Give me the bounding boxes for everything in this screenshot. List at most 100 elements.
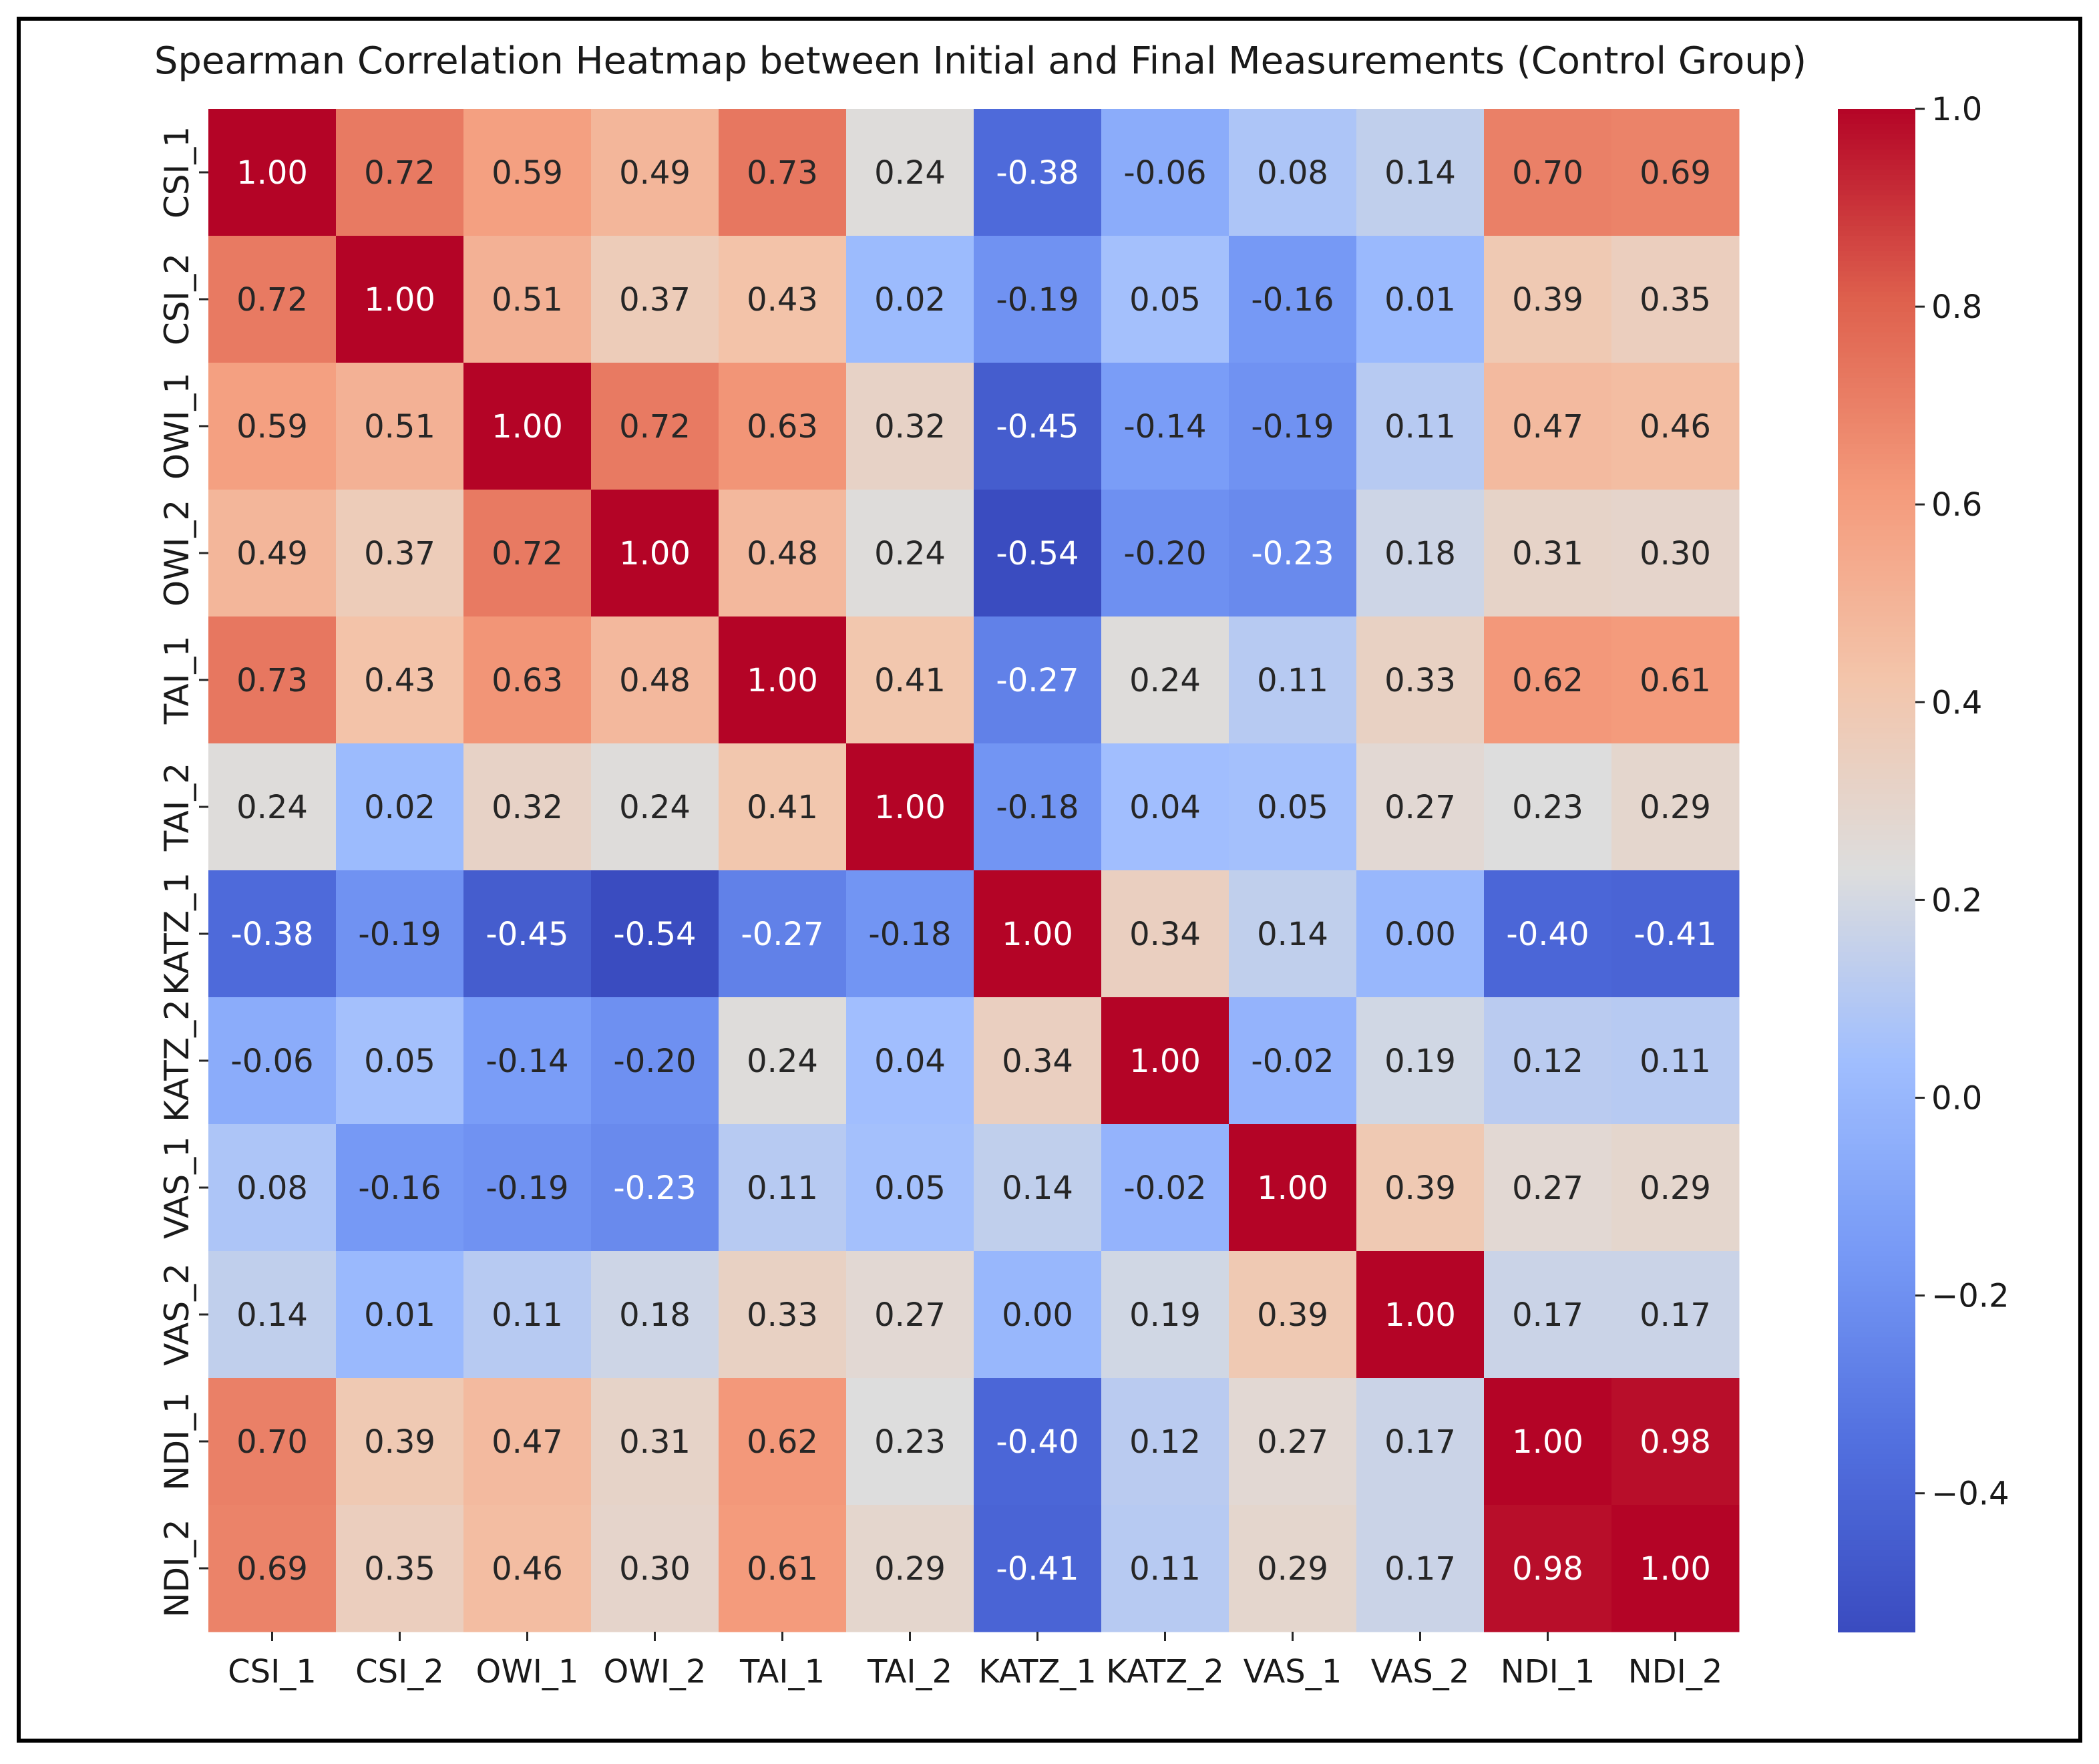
cell-value-label: 1.00 <box>747 662 818 699</box>
colorbar-segment <box>1838 1170 1915 1176</box>
colorbar-segment <box>1838 1601 1915 1607</box>
colorbar-segment <box>1838 606 1915 612</box>
cell-value-label: 0.48 <box>619 662 691 699</box>
heatmap-cell <box>336 1378 464 1506</box>
cell-value-label: 0.24 <box>619 789 691 826</box>
colorbar-segment <box>1838 428 1915 435</box>
colorbar-segment <box>1838 1103 1915 1110</box>
colorbar-segment <box>1838 1586 1915 1592</box>
heatmap-cell <box>1101 109 1229 236</box>
heatmap-cell <box>1356 490 1485 617</box>
heatmap-cell <box>463 1251 592 1379</box>
heatmap-cell <box>846 363 974 490</box>
cell-value-label: 1.00 <box>236 154 308 192</box>
chart-title: Spearman Correlation Heatmap between Ini… <box>154 39 1806 83</box>
colorbar-segment <box>1838 464 1915 470</box>
y-tick-label: VAS_2 <box>158 1263 196 1366</box>
colorbar-tick-label: 0.0 <box>1931 1080 1982 1117</box>
cell-value-label: 0.31 <box>619 1423 691 1461</box>
heatmap-cell <box>719 870 847 998</box>
y-tick-label: OWI_2 <box>158 500 196 606</box>
colorbar-segment <box>1838 373 1915 379</box>
colorbar-segment <box>1838 769 1915 775</box>
cell-value-label: 0.17 <box>1384 1423 1456 1461</box>
colorbar-segment <box>1838 896 1915 902</box>
colorbar-segment <box>1838 119 1915 125</box>
colorbar-segment <box>1838 271 1915 277</box>
heatmap-cell <box>591 490 719 617</box>
heatmap-cell <box>1611 109 1740 236</box>
colorbar-segment <box>1838 1515 1915 1521</box>
colorbar-segment <box>1838 961 1915 968</box>
x-tick-label: OWI_2 <box>604 1653 707 1691</box>
cell-value-label: -0.14 <box>486 1043 568 1080</box>
cell-value-label: -0.19 <box>1251 408 1334 446</box>
colorbar-segment <box>1838 388 1915 394</box>
colorbar-segment <box>1838 1251 1915 1257</box>
colorbar-segment <box>1838 845 1915 851</box>
colorbar-segment <box>1838 174 1915 181</box>
colorbar-segment <box>1838 479 1915 486</box>
colorbar-segment <box>1838 1286 1915 1292</box>
heatmap-cell <box>1101 616 1229 744</box>
colorbar-segment <box>1838 1357 1915 1364</box>
colorbar-segment <box>1838 707 1915 714</box>
colorbar-segment <box>1838 1576 1915 1582</box>
colorbar-segment <box>1838 799 1915 806</box>
cell-value-label: 1.00 <box>1002 916 1073 953</box>
heatmap-cell <box>1356 1251 1485 1379</box>
x-tick-label: VAS_1 <box>1244 1653 1342 1691</box>
x-tick-label: OWI_1 <box>476 1653 579 1691</box>
colorbar-segment <box>1838 230 1915 236</box>
y-tick-label: CSI_1 <box>158 126 196 218</box>
y-tick-label: KATZ_1 <box>158 872 196 995</box>
colorbar-segment <box>1838 474 1915 480</box>
heatmap-cell <box>846 997 974 1125</box>
colorbar-segment <box>1838 789 1915 795</box>
heatmap-cell <box>1356 997 1485 1125</box>
colorbar-segment <box>1838 1027 1915 1034</box>
heatmap-cell <box>1611 870 1740 998</box>
y-tick-label: NDI_2 <box>158 1519 196 1617</box>
cell-value-label: 0.02 <box>874 281 946 319</box>
heatmap-cell <box>336 1124 464 1252</box>
colorbar-segment <box>1838 586 1915 592</box>
colorbar-segment <box>1838 1068 1915 1074</box>
colorbar-segment <box>1838 367 1915 374</box>
colorbar-segment <box>1838 1423 1915 1429</box>
heatmap-cell <box>1229 1378 1357 1506</box>
cell-value-label: 1.00 <box>1640 1550 1711 1588</box>
colorbar-segment <box>1838 921 1915 927</box>
colorbar-segment <box>1838 576 1915 582</box>
cell-value-label: 0.12 <box>1129 1423 1201 1461</box>
heatmap-cell <box>591 1378 719 1506</box>
colorbar-tick-label: −0.4 <box>1931 1475 2010 1513</box>
colorbar-segment <box>1838 1596 1915 1602</box>
heatmap-cell <box>974 743 1102 871</box>
heatmap-cell <box>719 490 847 617</box>
colorbar-segment <box>1838 1144 1915 1150</box>
cell-value-label: 0.31 <box>1512 535 1583 572</box>
heatmap-cell <box>846 236 974 363</box>
cell-value-label: -0.54 <box>613 916 696 953</box>
colorbar-segment <box>1838 236 1915 242</box>
cell-value-label: 1.00 <box>619 535 691 572</box>
colorbar-segment <box>1838 317 1915 323</box>
cell-value-label: 0.47 <box>1512 408 1583 446</box>
cell-value-label: 0.62 <box>747 1423 818 1461</box>
cell-value-label: 0.49 <box>619 154 691 192</box>
colorbar-segment <box>1838 1017 1915 1023</box>
heatmap-cell <box>591 743 719 871</box>
colorbar-segment <box>1838 1535 1915 1542</box>
colorbar-segment <box>1838 1129 1915 1135</box>
heatmap-cell <box>1484 616 1612 744</box>
heatmap-cell <box>336 1505 464 1632</box>
heatmap-cell <box>208 743 337 871</box>
heatmap-cell <box>1229 1251 1357 1379</box>
colorbar-segment <box>1838 1373 1915 1379</box>
colorbar-segment <box>1838 1240 1915 1247</box>
cell-value-label: 0.08 <box>1257 154 1328 192</box>
cell-value-label: -0.45 <box>996 408 1079 446</box>
colorbar-segment <box>1838 1236 1915 1242</box>
cell-value-label: 0.17 <box>1384 1550 1456 1588</box>
